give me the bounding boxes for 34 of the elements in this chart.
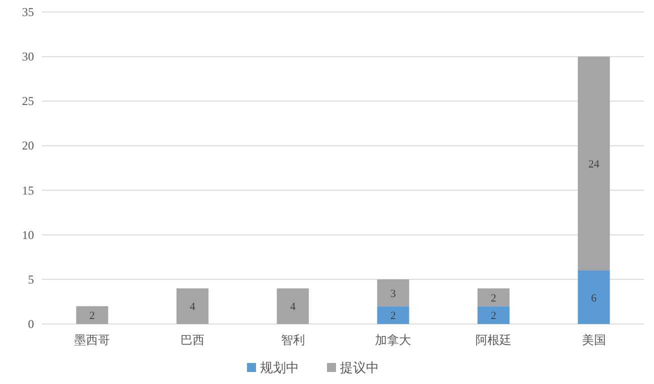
y-tick-label: 30 [22, 50, 34, 64]
x-tick-label: 墨西哥 [74, 333, 110, 347]
bar [478, 306, 510, 324]
data-label: 2 [490, 292, 496, 304]
legend-label: 提议中 [340, 360, 379, 375]
data-label: 2 [390, 310, 396, 322]
data-label: 24 [588, 158, 600, 171]
x-tick-label: 智利 [280, 333, 305, 347]
bar [578, 56, 610, 271]
data-label: 3 [390, 288, 396, 300]
y-tick-label: 10 [22, 228, 34, 242]
bar [478, 288, 510, 306]
y-tick-label: 20 [22, 138, 34, 153]
y-tick-label: 35 [22, 5, 34, 19]
x-tick-label: 巴西 [180, 333, 204, 347]
y-tick-label: 5 [28, 272, 34, 286]
bar [578, 270, 610, 324]
bar [377, 306, 410, 324]
x-tick-label: 阿根廷 [476, 333, 512, 347]
bar [377, 279, 410, 306]
y-tick-label: 0 [28, 317, 34, 331]
bar [176, 288, 208, 324]
bar [76, 306, 108, 324]
y-tick-label: 25 [22, 94, 34, 108]
data-label: 2 [89, 310, 95, 322]
data-label: 4 [290, 301, 296, 314]
data-label: 4 [190, 301, 196, 314]
data-label: 6 [591, 292, 598, 304]
bar [276, 288, 309, 324]
data-label: 2 [490, 310, 496, 322]
legend-label: 规划中 [260, 360, 299, 375]
x-tick-label: 美国 [582, 333, 606, 347]
y-tick-label: 15 [22, 183, 34, 198]
x-tick-label: 加拿大 [375, 333, 412, 347]
